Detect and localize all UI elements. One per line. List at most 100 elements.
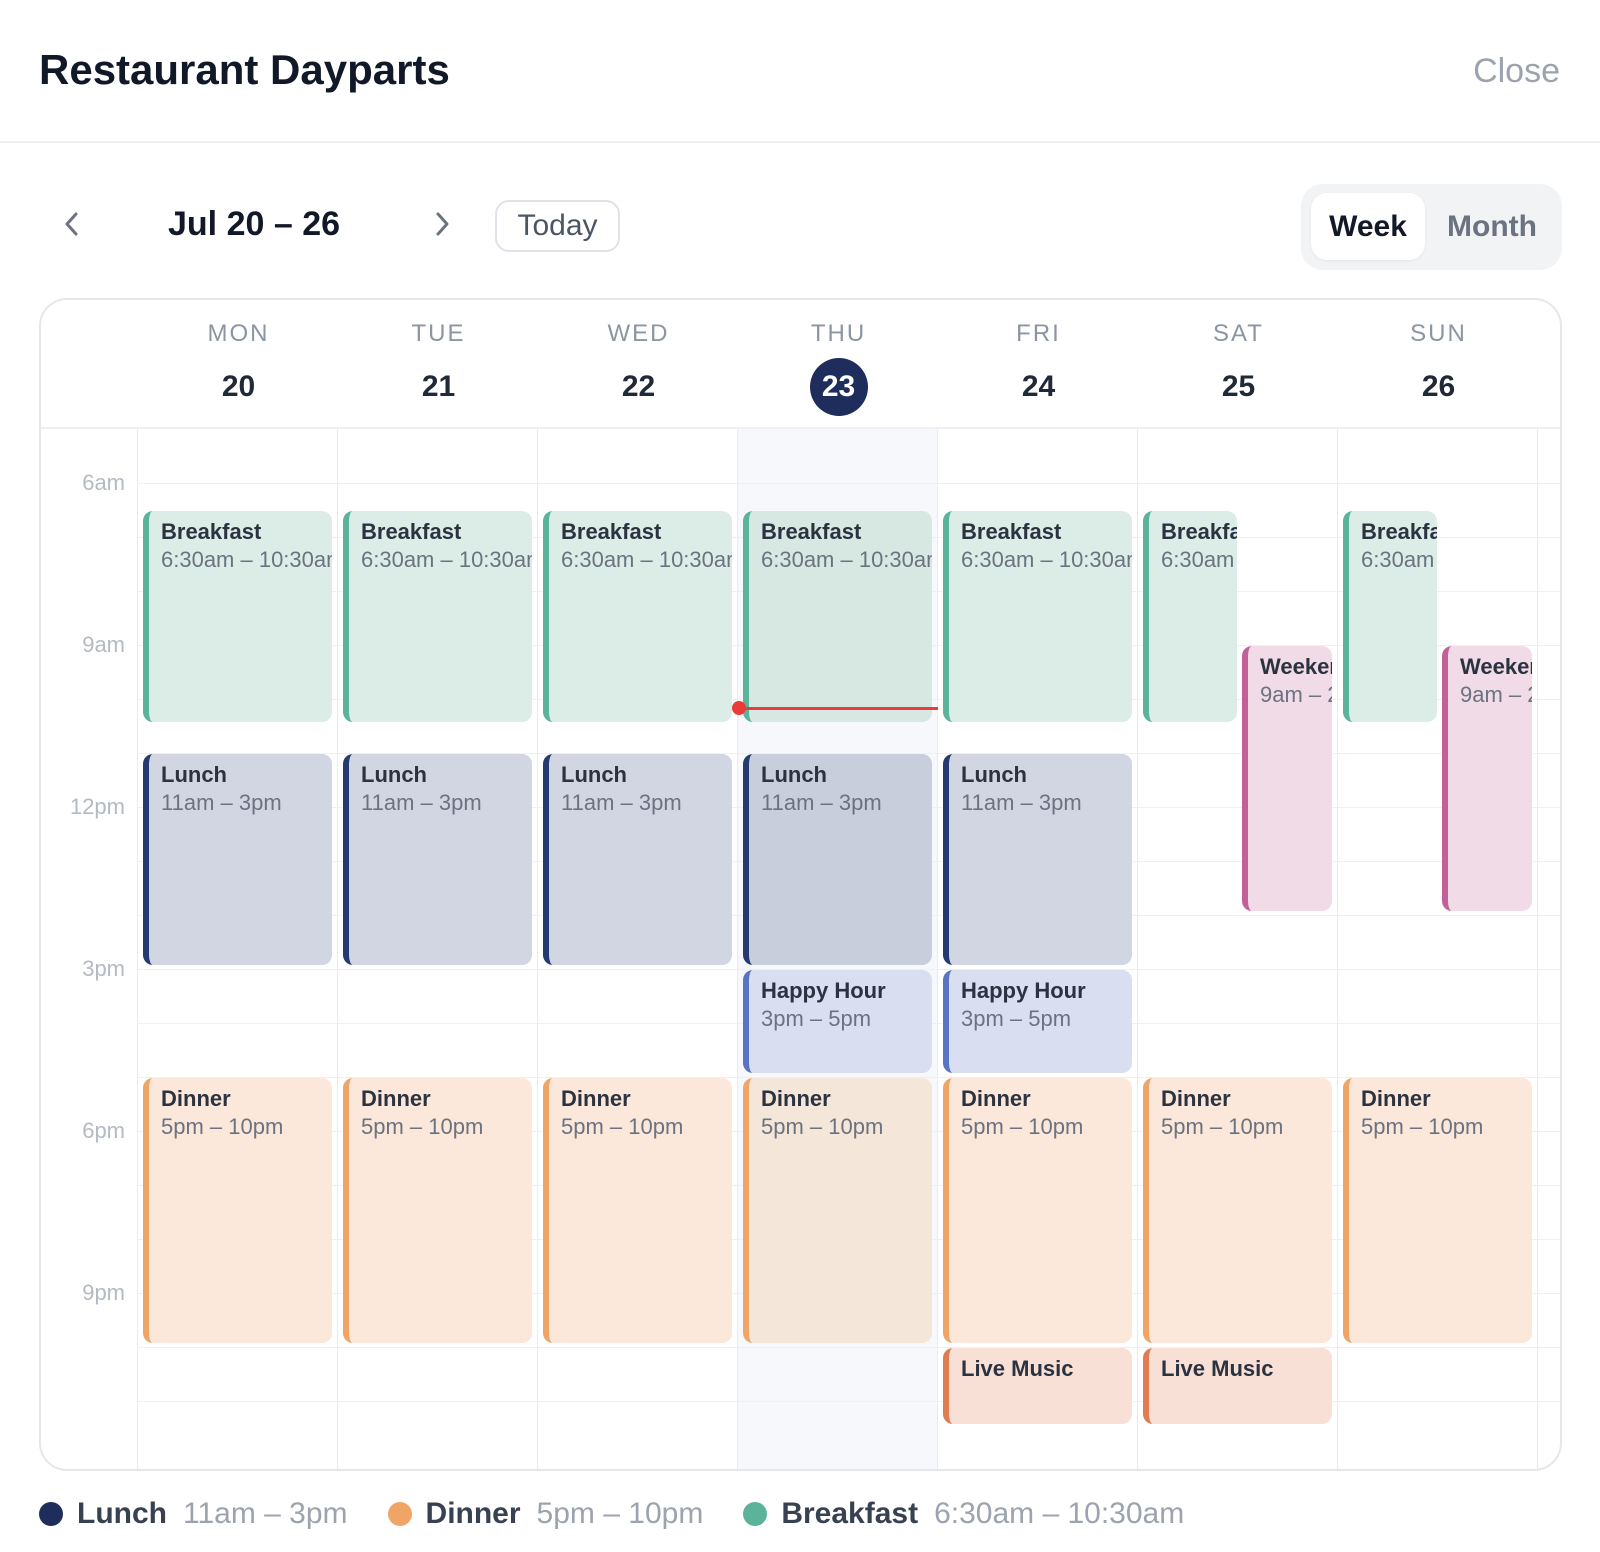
event-title: Live Music [961, 1356, 1074, 1381]
view-switcher: Week Month [1301, 184, 1562, 270]
dinner-event[interactable]: Dinner 5pm – 10pm [543, 1078, 732, 1343]
day-number: 23 [809, 358, 868, 416]
event-title: Dinner [961, 1086, 1031, 1111]
legend-name: Lunch [77, 1497, 167, 1530]
next-week-button[interactable] [424, 204, 460, 244]
lunch-event[interactable]: Lunch 11am – 3pm [943, 754, 1132, 965]
breakfast-event[interactable]: Breakfast 6:30am – 10:30am [1143, 511, 1237, 722]
day-column-divider [737, 429, 738, 1469]
hour-gridline [138, 1347, 1560, 1348]
event-title: Dinner [361, 1086, 431, 1111]
day-of-week: WED [607, 320, 670, 347]
breakfast-event[interactable]: Breakfast 6:30am – 10:30am [543, 511, 732, 722]
event-title: Weekend Brunch [1260, 654, 1332, 679]
event-title: Breakfast [761, 519, 862, 544]
time-label: 9am [82, 632, 125, 657]
event-time: 3pm – 5pm [961, 1006, 1072, 1031]
legend-item: Lunch 11am – 3pm [39, 1497, 348, 1531]
day-column-divider [1137, 429, 1138, 1469]
event-title: Dinner [161, 1086, 231, 1111]
close-button[interactable]: Close [1473, 52, 1560, 90]
lunch-event[interactable]: Lunch 11am – 3pm [543, 754, 732, 965]
event-time: 5pm – 10pm [561, 1114, 684, 1139]
event-title: Breakfast [361, 519, 462, 544]
hour-gridline [138, 1077, 1560, 1078]
event-title: Lunch [561, 762, 627, 787]
hour-gridline [138, 483, 1560, 484]
event-title: Live Music [1161, 1356, 1274, 1381]
day-of-week: THU [810, 320, 867, 347]
chevron-right-icon [436, 212, 449, 236]
live-event[interactable]: Live Music [943, 1348, 1132, 1424]
dinner-event[interactable]: Dinner 5pm – 10pm [343, 1078, 532, 1343]
event-time: 6:30am – 10:30am [361, 547, 532, 572]
event-title: Breakfast [1361, 519, 1437, 544]
day-number: 20 [221, 370, 256, 403]
day-header[interactable]: MON 20 [137, 300, 340, 427]
event-time: 5pm – 10pm [961, 1114, 1084, 1139]
event-title: Dinner [761, 1086, 831, 1111]
lunch-event[interactable]: Lunch 11am – 3pm [343, 754, 532, 965]
day-number: 22 [621, 370, 656, 403]
chevron-left-icon [65, 212, 78, 236]
day-header[interactable]: SAT 25 [1137, 300, 1340, 427]
legend-name: Breakfast [781, 1497, 919, 1530]
lunch-event[interactable]: Lunch 11am – 3pm [743, 754, 932, 965]
week-calendar: MON 20 TUE 21 WED 22 THU 23 FRI 24 SAT 25 SUN 26 6am 9… [39, 298, 1562, 1471]
time-label: 6pm [82, 1118, 125, 1143]
legend-item: Breakfast 6:30am – 10:30am [743, 1497, 1184, 1531]
hour-gridline [138, 753, 1560, 754]
legend-color-dot [39, 1502, 63, 1526]
dinner-event[interactable]: Dinner 5pm – 10pm [143, 1078, 332, 1343]
event-title: Dinner [1361, 1086, 1431, 1111]
breakfast-event[interactable]: Breakfast 6:30am – 10:30am [1343, 511, 1437, 722]
event-time: 11am – 3pm [361, 790, 482, 815]
weekend-event[interactable]: Weekend Brunch 9am – 2pm [1442, 646, 1532, 911]
day-header[interactable]: THU 23 [737, 300, 940, 427]
event-time: 6:30am – 10:30am [561, 547, 732, 572]
happy-event[interactable]: Happy Hour 3pm – 5pm [743, 970, 932, 1073]
event-title: Breakfast [561, 519, 662, 544]
breakfast-event[interactable]: Breakfast 6:30am – 10:30am [143, 511, 332, 722]
day-column-divider [137, 429, 138, 1469]
day-header[interactable]: WED 22 [537, 300, 740, 427]
event-time: 3pm – 5pm [761, 1006, 872, 1031]
time-label: 3pm [82, 956, 125, 981]
prev-week-button[interactable] [54, 204, 90, 244]
event-title: Lunch [761, 762, 827, 787]
lunch-event[interactable]: Lunch 11am – 3pm [143, 754, 332, 965]
breakfast-event[interactable]: Breakfast 6:30am – 10:30am [343, 511, 532, 722]
event-title: Breakfast [1161, 519, 1237, 544]
legend-time: 6:30am – 10:30am [934, 1497, 1185, 1530]
breakfast-event[interactable]: Breakfast 6:30am – 10:30am [743, 511, 932, 722]
weekend-event[interactable]: Weekend Brunch 9am – 2pm [1242, 646, 1332, 911]
legend-color-dot [387, 1502, 412, 1526]
event-time: 11am – 3pm [961, 790, 1082, 815]
dinner-event[interactable]: Dinner 5pm – 10pm [1143, 1078, 1332, 1343]
breakfast-event[interactable]: Breakfast 6:30am – 10:30am [943, 511, 1132, 722]
event-time: 5pm – 10pm [1361, 1114, 1484, 1139]
day-header[interactable]: FRI 24 [937, 300, 1140, 427]
time-grid: 6am 9am 12pm 3pm 6pm 9pm Breakfast 6:30am – 10:… [41, 429, 1560, 1469]
legend-color-dot [743, 1502, 768, 1526]
event-title: Lunch [961, 762, 1027, 787]
live-event[interactable]: Live Music [1143, 1348, 1332, 1424]
dinner-event[interactable]: Dinner 5pm – 10pm [743, 1078, 932, 1343]
dinner-event[interactable]: Dinner 5pm – 10pm [1343, 1078, 1532, 1343]
day-column-divider [537, 429, 538, 1469]
day-header[interactable]: SUN 26 [1337, 300, 1540, 427]
event-time: 5pm – 10pm [761, 1114, 884, 1139]
legend-item: Dinner 5pm – 10pm [387, 1497, 703, 1531]
month-view-button[interactable]: Month [1447, 209, 1537, 243]
today-button[interactable]: Today [495, 200, 620, 252]
dinner-event[interactable]: Dinner 5pm – 10pm [943, 1078, 1132, 1343]
event-time: 9am – 2pm [1460, 682, 1532, 707]
day-column-divider [1337, 429, 1338, 1469]
event-title: Happy Hour [761, 978, 886, 1003]
day-header[interactable]: TUE 21 [337, 300, 540, 427]
day-of-week: SAT [1213, 320, 1264, 347]
week-view-button[interactable]: Week [1311, 193, 1425, 260]
day-number: 26 [1421, 370, 1456, 403]
day-of-week: SUN [1410, 320, 1467, 347]
happy-event[interactable]: Happy Hour 3pm – 5pm [943, 970, 1132, 1073]
